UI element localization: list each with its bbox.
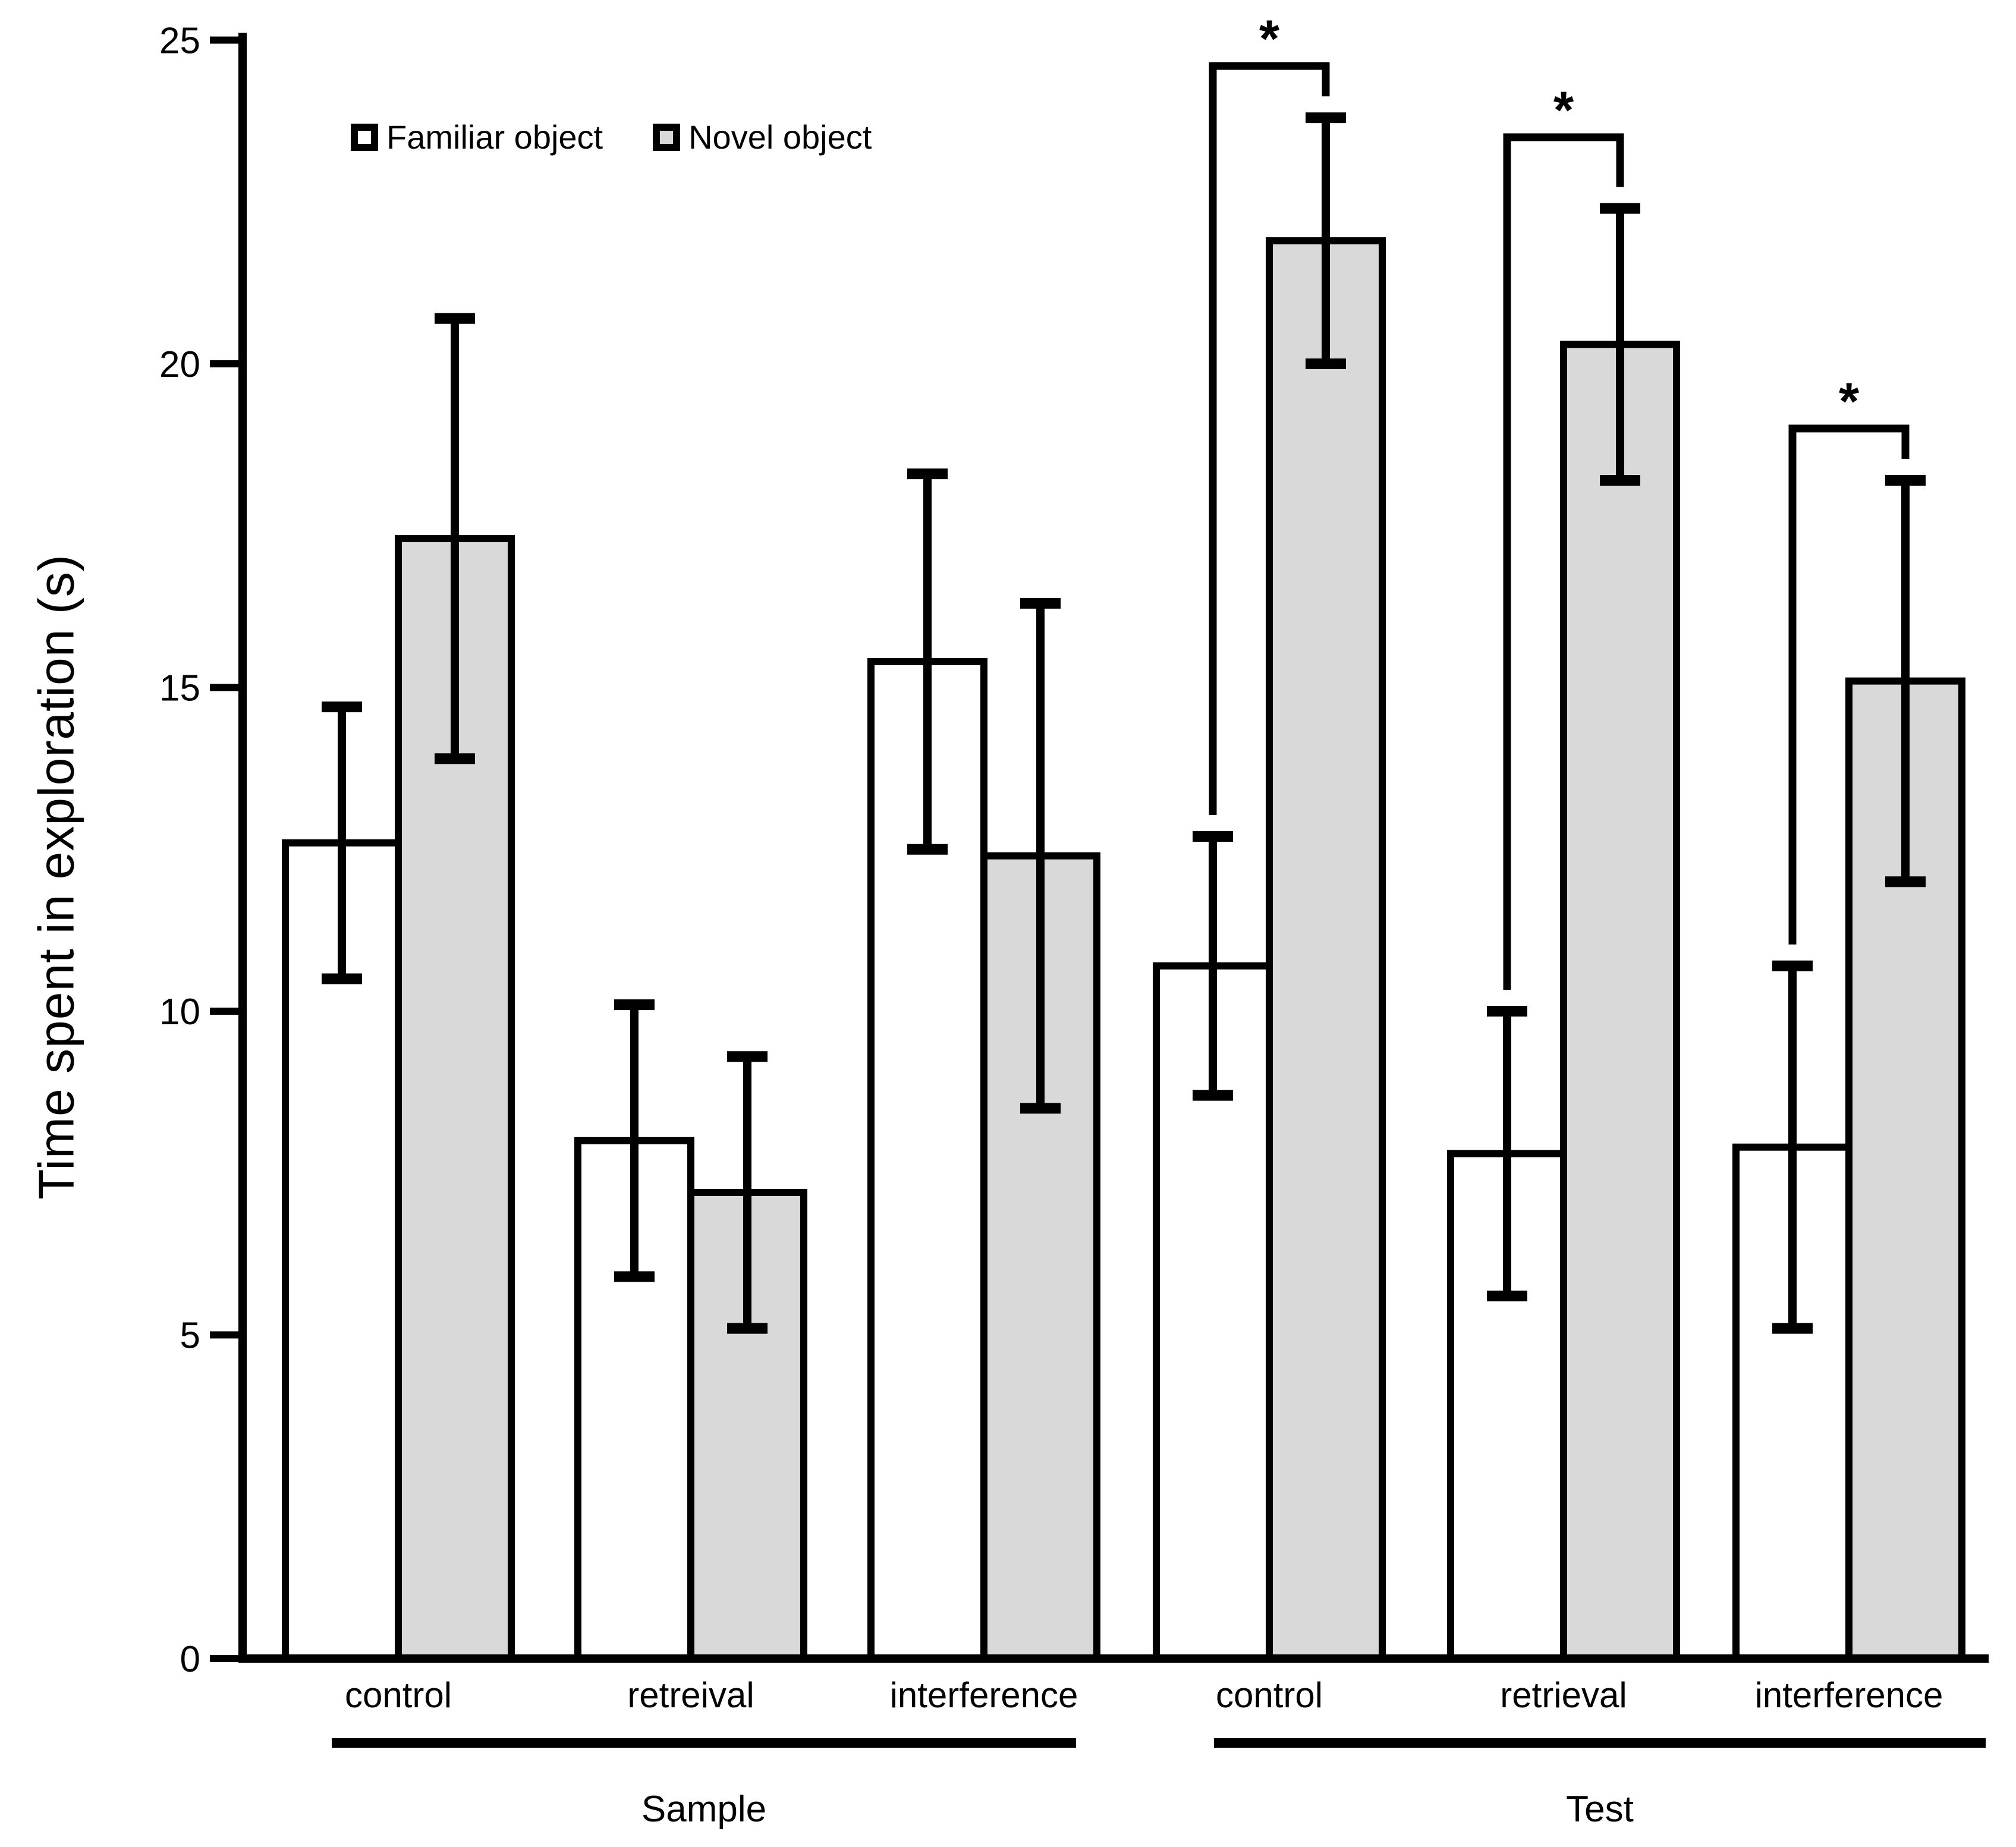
section-label-test: Test bbox=[1566, 1789, 1634, 1830]
significance-star-retrieval: * bbox=[1553, 80, 1574, 139]
bar-novel-object-sample-retreival bbox=[687, 1188, 807, 1663]
x-label-test-control: control bbox=[1216, 1675, 1323, 1715]
sample-underline bbox=[332, 1738, 1076, 1748]
legend: Familiar object Novel object bbox=[351, 118, 872, 156]
test-underline bbox=[1214, 1738, 1986, 1748]
significance-star-control: * bbox=[1259, 9, 1280, 68]
y-tick-label-10: 10 bbox=[159, 992, 200, 1033]
legend-item-familiar: Familiar object bbox=[351, 118, 603, 156]
y-tick-label-20: 20 bbox=[159, 344, 200, 385]
familiar-swatch-icon bbox=[351, 123, 378, 151]
x-label-test-interference: interference bbox=[1755, 1675, 1943, 1715]
novel-swatch-icon bbox=[653, 123, 681, 151]
x-label-test-retrieval: retrieval bbox=[1500, 1675, 1627, 1715]
y-tick-label-0: 0 bbox=[180, 1639, 200, 1680]
significance-bracket-retrieval bbox=[1503, 133, 1624, 990]
legend-item-novel: Novel object bbox=[653, 118, 872, 156]
x-label-sample-interference: interference bbox=[890, 1675, 1078, 1715]
section-label-sample: Sample bbox=[641, 1789, 766, 1830]
y-tick-label-5: 5 bbox=[180, 1316, 200, 1357]
x-label-sample-control: control bbox=[345, 1675, 452, 1715]
bar-novel-object-test-retrieval bbox=[1560, 341, 1680, 1662]
legend-label-familiar: Familiar object bbox=[386, 118, 603, 156]
significance-star-interference: * bbox=[1839, 372, 1860, 430]
significance-bracket-control bbox=[1209, 62, 1330, 815]
y-axis-title: Time spent in exploration (s) bbox=[28, 554, 84, 1200]
significance-bracket-interference bbox=[1788, 424, 1910, 945]
x-label-sample-retreival: retreival bbox=[627, 1675, 754, 1715]
bar-novel-object-test-control bbox=[1266, 237, 1386, 1662]
y-tick-label-15: 15 bbox=[159, 668, 200, 709]
legend-label-novel: Novel object bbox=[688, 118, 872, 156]
y-tick-label-25: 25 bbox=[159, 21, 200, 62]
